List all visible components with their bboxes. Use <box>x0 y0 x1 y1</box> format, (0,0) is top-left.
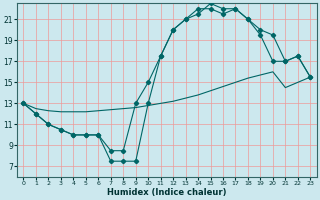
X-axis label: Humidex (Indice chaleur): Humidex (Indice chaleur) <box>107 188 227 197</box>
